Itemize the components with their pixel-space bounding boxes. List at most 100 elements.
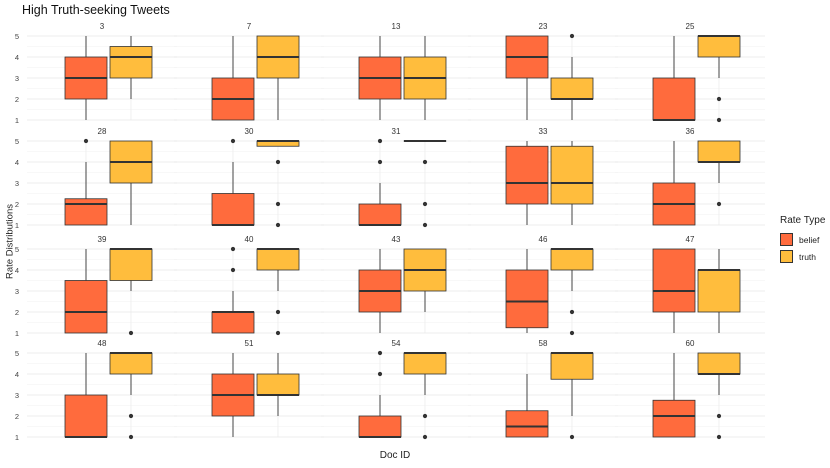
outlier-truth (569, 434, 575, 440)
facet-panel-31: 31 (321, 127, 471, 228)
box-truth (697, 352, 741, 375)
legend-label-truth: truth (799, 251, 817, 262)
outlier-belief (377, 138, 383, 144)
outlier-truth (716, 117, 722, 123)
y-tick-label: 2 (15, 200, 19, 209)
box-belief (64, 394, 108, 438)
box-truth (550, 145, 594, 205)
legend-label-belief: belief (799, 234, 820, 245)
box-belief (652, 248, 696, 313)
box-truth (550, 248, 594, 271)
y-tick-label: 2 (15, 95, 19, 104)
facet-panel-51: 51 (174, 339, 324, 438)
box-truth (403, 352, 447, 375)
box-truth (109, 46, 153, 79)
outlier-truth (422, 413, 428, 419)
facet-label-43: 43 (392, 235, 401, 244)
facet-label-7: 7 (247, 22, 252, 31)
facet-label-28: 28 (98, 127, 107, 136)
facet-label-60: 60 (686, 339, 695, 348)
y-tick-label: 1 (15, 221, 19, 230)
legend-item-truth: truth (780, 248, 825, 265)
outlier-truth (275, 159, 281, 165)
box-truth (550, 77, 594, 100)
facet-label-13: 13 (392, 22, 401, 31)
facet-label-39: 39 (98, 235, 107, 244)
y-tick-label: 4 (15, 266, 19, 275)
facet-panel-60: 60 (615, 339, 765, 440)
box-belief (652, 399, 696, 438)
outlier-belief (230, 138, 236, 144)
facet-panel-30: 30 (174, 127, 324, 228)
box-belief (211, 193, 255, 226)
outlier-truth (716, 413, 722, 419)
y-axis-label: Rate Distributions (4, 204, 16, 279)
facet-label-23: 23 (539, 22, 548, 31)
facet-label-48: 48 (98, 339, 107, 348)
legend: Rate Type belief truth (780, 215, 825, 265)
outlier-truth (128, 330, 134, 336)
y-tick-label: 4 (15, 158, 19, 167)
y-tick-label: 1 (15, 433, 19, 442)
outlier-truth (569, 309, 575, 315)
box-truth (256, 248, 300, 271)
outlier-truth (716, 201, 722, 207)
y-tick-label: 5 (15, 32, 19, 41)
outlier-truth (275, 309, 281, 315)
box-belief (64, 198, 108, 226)
y-tick-label: 3 (15, 287, 19, 296)
facet-panel-13: 13 (321, 22, 471, 121)
outlier-truth (128, 434, 134, 440)
box-truth (697, 140, 741, 163)
facet-panel-40: 40 (174, 235, 324, 336)
box-truth (109, 248, 153, 281)
y-tick-label: 3 (15, 179, 19, 188)
outlier-belief (377, 159, 383, 165)
outlier-truth (128, 413, 134, 419)
box-belief (358, 415, 402, 438)
outlier-truth (716, 434, 722, 440)
y-tick-label: 4 (15, 53, 19, 62)
facet-label-58: 58 (539, 339, 548, 348)
y-tick-label: 5 (15, 245, 19, 254)
box-truth (697, 35, 741, 58)
facet-panel-46: 46 (468, 235, 618, 336)
chart-title: High Truth-seeking Tweets (22, 3, 170, 17)
facet-panel-48: 48 1 2 3 4 5 (15, 339, 177, 442)
outlier-truth (422, 434, 428, 440)
y-tick-label: 3 (15, 391, 19, 400)
outlier-truth (422, 159, 428, 165)
outlier-belief (377, 350, 383, 356)
box-belief (505, 410, 549, 438)
facet-label-25: 25 (686, 22, 695, 31)
facet-label-40: 40 (245, 235, 254, 244)
legend-item-belief: belief (780, 231, 825, 248)
outlier-truth (275, 222, 281, 228)
facet-panel-54: 54 (321, 339, 471, 440)
outlier-truth (422, 201, 428, 207)
y-tick-label: 2 (15, 412, 19, 421)
y-tick-label: 5 (15, 349, 19, 358)
outlier-truth (422, 222, 428, 228)
box-truth (256, 373, 300, 396)
facet-panel-39: 39 1 2 3 4 5 (15, 235, 177, 338)
box-truth (550, 352, 594, 380)
outlier-belief (230, 267, 236, 273)
box-belief (652, 77, 696, 121)
y-tick-label: 1 (15, 116, 19, 125)
facet-panel-28: 28 1 2 3 4 5 (15, 127, 177, 230)
outlier-truth (569, 33, 575, 39)
facet-label-54: 54 (392, 339, 401, 348)
x-axis-label: Doc ID (379, 450, 411, 461)
facet-panel-7: 7 (174, 22, 324, 121)
facet-label-3: 3 (100, 22, 105, 31)
box-truth (697, 269, 741, 313)
outlier-belief (377, 371, 383, 377)
y-tick-label: 1 (15, 329, 19, 338)
outlier-truth (716, 96, 722, 102)
box-belief (505, 145, 549, 205)
facet-panel-3: 3 1 2 3 4 5 (15, 22, 177, 125)
outlier-truth (275, 330, 281, 336)
y-tick-label: 4 (15, 370, 19, 379)
